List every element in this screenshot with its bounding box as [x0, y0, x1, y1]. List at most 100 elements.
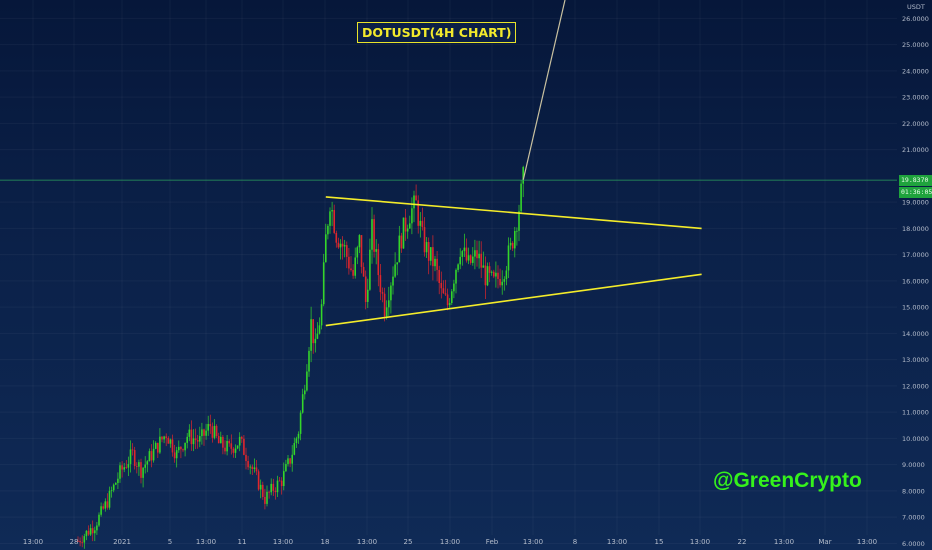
candle-body: [411, 208, 413, 224]
candle-body: [133, 450, 136, 466]
y-tick-label: 11.0000: [902, 409, 929, 417]
candle-body: [266, 491, 268, 504]
x-tick-label: 2021: [113, 538, 131, 546]
y-tick-label: 19.0000: [902, 199, 929, 207]
x-tick-label: 13:00: [774, 538, 794, 546]
candle-body: [436, 258, 438, 270]
x-tick-label: 13:00: [23, 538, 43, 546]
candle-body: [161, 436, 163, 440]
candle-body: [209, 424, 212, 427]
candle-body: [257, 471, 260, 490]
x-tick-label: 18: [321, 538, 330, 546]
candle-body: [474, 250, 476, 257]
candle-body: [146, 461, 149, 465]
candle-body: [136, 465, 138, 467]
candle-body: [383, 293, 386, 317]
candle-body: [461, 251, 464, 257]
candle-body: [205, 430, 207, 436]
y-tick-label: 23.0000: [902, 94, 929, 102]
time-axis[interactable]: 13:00 28 2021 5 13:00 11 13:00 18 13:00 25 13:00 Fe…: [23, 538, 877, 546]
x-tick-label: 13:00: [196, 538, 216, 546]
y-tick-label: 18.0000: [902, 225, 929, 233]
candle-body: [316, 333, 319, 339]
candle-body: [238, 436, 241, 446]
candle-body: [442, 288, 445, 294]
candle-body: [89, 528, 92, 535]
candle-body: [144, 464, 146, 468]
candle-body: [226, 440, 228, 452]
candle-body: [400, 235, 403, 249]
candle-body: [379, 275, 382, 293]
candle-body: [352, 270, 354, 276]
candle-body: [356, 247, 359, 258]
candle-body: [348, 256, 350, 269]
candle-countdown-label: 01:36:05: [899, 186, 932, 198]
candle-body: [320, 304, 323, 326]
candle-body: [289, 458, 291, 464]
candle-body: [285, 464, 287, 472]
price-axis[interactable]: USDT 26.0000 25.0000 24.0000 23.0000 22.0000 2…: [902, 3, 929, 548]
y-tick-label: 12.0000: [902, 382, 929, 390]
candle-body: [180, 446, 182, 450]
candle-body: [77, 540, 79, 542]
x-tick-label: 13:00: [273, 538, 293, 546]
candle-body: [371, 219, 373, 250]
candle-body: [196, 440, 199, 442]
current-price-label: 19.8370: [899, 174, 932, 186]
x-tick-label: 22: [738, 538, 747, 546]
y-tick-label: 21.0000: [902, 146, 929, 154]
candle-body: [274, 490, 277, 493]
x-tick-label: 13:00: [357, 538, 377, 546]
candle-body: [333, 210, 335, 233]
x-tick-label: 28: [70, 538, 79, 546]
candle-body: [270, 483, 272, 493]
candle-body: [350, 268, 352, 271]
candle-body: [102, 506, 104, 509]
candle-body: [329, 211, 331, 226]
candle-body: [234, 448, 237, 453]
candle-body: [518, 211, 520, 231]
x-tick-label: 13:00: [440, 538, 460, 546]
candle-body: [108, 490, 111, 508]
candle-body: [245, 454, 247, 462]
candle-body: [459, 256, 461, 265]
candle-body: [249, 466, 251, 468]
candle-body: [394, 264, 396, 277]
x-tick-label: 25: [404, 538, 413, 546]
candle-body: [121, 465, 123, 470]
candle-body: [337, 242, 340, 248]
candle-body: [463, 247, 466, 252]
candle-body: [369, 249, 371, 290]
candle-body: [457, 264, 459, 270]
candle-body: [406, 228, 409, 232]
projection-line: [522, 0, 566, 181]
candle-body: [203, 429, 205, 436]
candle-body: [304, 390, 306, 395]
candle-body: [404, 217, 407, 232]
candle-body: [451, 291, 453, 303]
y-tick-label: 15.0000: [902, 304, 929, 312]
candle-body: [178, 446, 180, 451]
candle-body: [453, 283, 455, 292]
candle-body: [480, 253, 482, 268]
candle-body: [335, 232, 338, 243]
candle-body: [98, 514, 100, 526]
candle-body: [430, 247, 432, 261]
candle-body: [377, 249, 380, 276]
candle-body: [112, 484, 115, 491]
candle-body: [272, 483, 275, 491]
candle-body: [247, 461, 249, 468]
candle-body: [501, 281, 503, 286]
candle-body: [243, 438, 245, 455]
candle-body: [310, 319, 312, 351]
candle-body: [268, 491, 270, 493]
candle-body: [264, 496, 266, 504]
candle-body: [514, 231, 516, 249]
candle-body: [367, 289, 369, 302]
y-tick-label: 22.0000: [902, 120, 929, 128]
candle-body: [520, 183, 522, 212]
candle-body: [253, 467, 256, 470]
candle-body: [96, 525, 98, 531]
candle-body: [419, 220, 422, 226]
